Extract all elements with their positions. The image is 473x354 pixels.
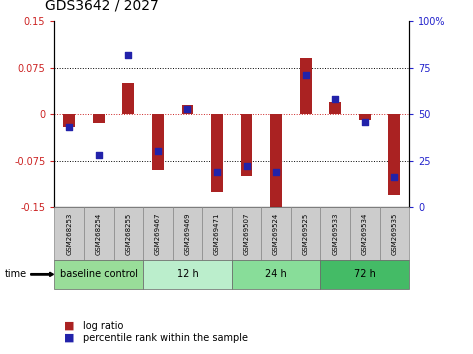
Text: GSM269471: GSM269471 <box>214 212 220 255</box>
Text: 72 h: 72 h <box>354 269 376 279</box>
Text: ■: ■ <box>64 321 74 331</box>
Bar <box>329 102 341 114</box>
Text: percentile rank within the sample: percentile rank within the sample <box>83 333 248 343</box>
Text: baseline control: baseline control <box>60 269 138 279</box>
Bar <box>300 58 312 114</box>
Point <box>332 96 339 102</box>
Bar <box>173 207 202 260</box>
Point <box>154 149 162 154</box>
Point <box>391 175 398 180</box>
Bar <box>261 207 291 260</box>
Text: GSM268253: GSM268253 <box>66 212 72 255</box>
Text: 12 h: 12 h <box>176 269 198 279</box>
Bar <box>84 207 114 260</box>
Text: GSM269507: GSM269507 <box>244 212 250 255</box>
Point <box>124 52 132 57</box>
Bar <box>93 114 105 124</box>
Bar <box>350 207 379 260</box>
Bar <box>54 207 84 260</box>
Text: GDS3642 / 2027: GDS3642 / 2027 <box>45 0 158 12</box>
Bar <box>232 207 261 260</box>
Text: ■: ■ <box>64 333 74 343</box>
Bar <box>143 260 232 289</box>
Point <box>243 164 250 169</box>
Point <box>184 106 191 112</box>
Text: GSM268254: GSM268254 <box>96 212 102 255</box>
Text: 24 h: 24 h <box>265 269 287 279</box>
Text: time: time <box>5 269 27 279</box>
Bar <box>320 207 350 260</box>
Text: GSM269525: GSM269525 <box>303 212 309 255</box>
Bar <box>388 114 400 195</box>
Bar <box>182 105 193 114</box>
Bar <box>54 260 143 289</box>
Text: GSM269467: GSM269467 <box>155 212 161 255</box>
Text: GSM269524: GSM269524 <box>273 212 279 255</box>
Bar <box>270 114 282 210</box>
Bar <box>320 260 409 289</box>
Bar <box>63 114 75 127</box>
Point <box>213 169 221 175</box>
Bar <box>232 260 320 289</box>
Bar <box>202 207 232 260</box>
Bar <box>143 207 173 260</box>
Point <box>95 152 103 158</box>
Bar <box>211 114 223 192</box>
Text: GSM269533: GSM269533 <box>332 212 338 255</box>
Text: GSM269469: GSM269469 <box>184 212 191 255</box>
Bar <box>114 207 143 260</box>
Bar <box>241 114 253 176</box>
Bar <box>123 83 134 114</box>
Text: GSM269535: GSM269535 <box>391 212 397 255</box>
Bar <box>291 207 320 260</box>
Bar <box>359 114 371 120</box>
Text: GSM269534: GSM269534 <box>362 212 368 255</box>
Point <box>302 72 309 78</box>
Bar <box>152 114 164 170</box>
Bar <box>379 207 409 260</box>
Point <box>272 169 280 175</box>
Text: log ratio: log ratio <box>83 321 123 331</box>
Point <box>361 119 368 125</box>
Text: GSM268255: GSM268255 <box>125 212 131 255</box>
Point <box>65 124 73 130</box>
